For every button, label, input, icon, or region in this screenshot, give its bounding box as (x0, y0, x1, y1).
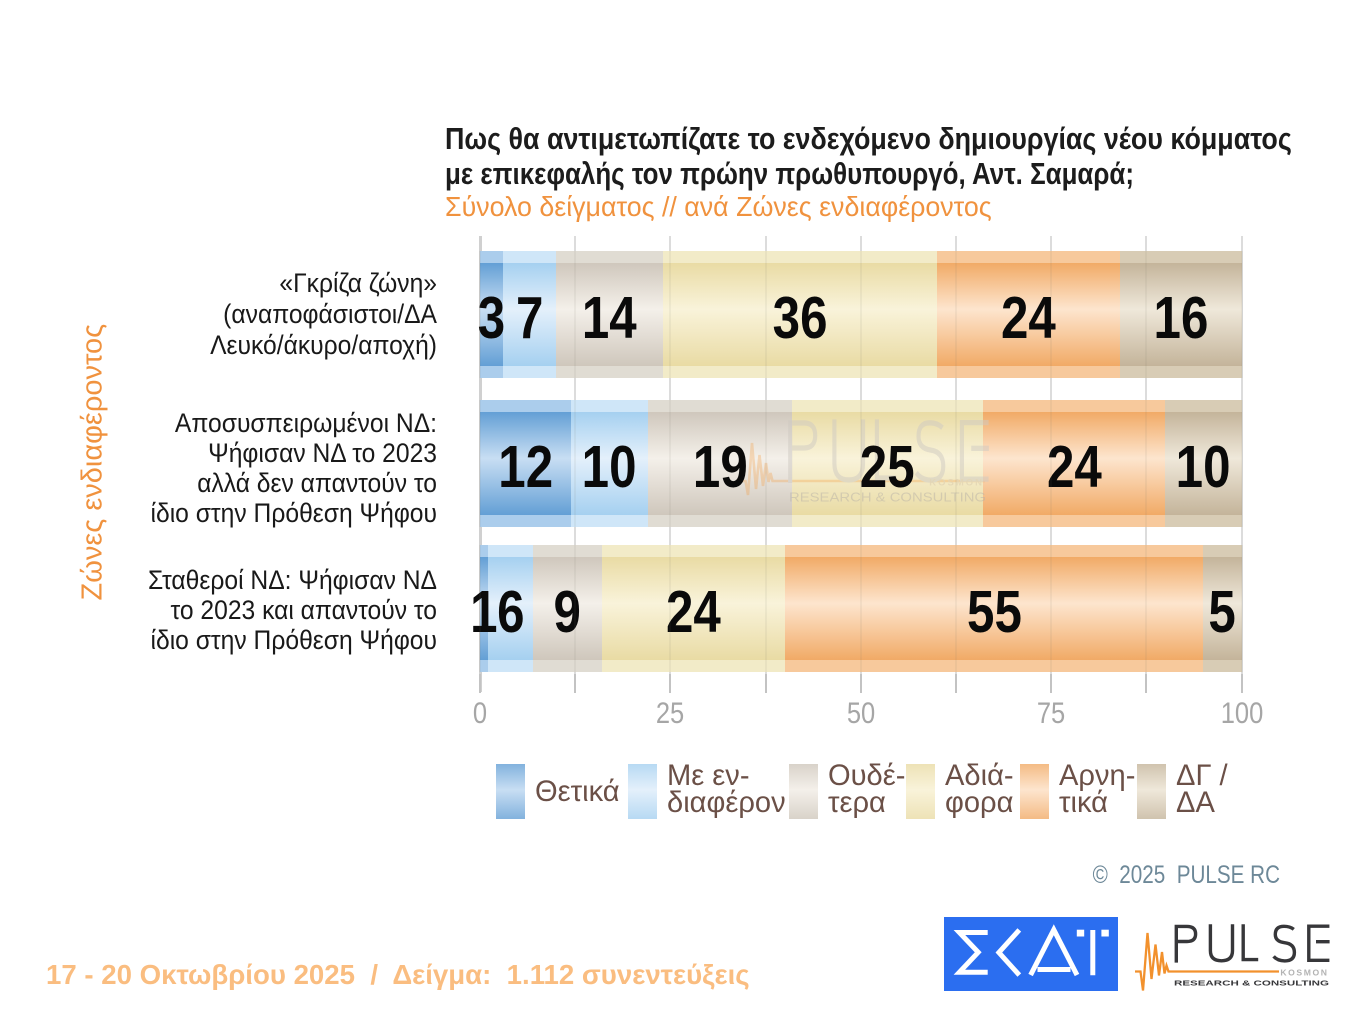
svg-text:RESEARCH & CONSULTING: RESEARCH & CONSULTING (1174, 979, 1330, 988)
svg-text:RESEARCH & CONSULTING: RESEARCH & CONSULTING (789, 491, 986, 505)
svg-text:KOSMON: KOSMON (1280, 967, 1328, 977)
svg-text:KOSMON: KOSMON (929, 478, 984, 489)
